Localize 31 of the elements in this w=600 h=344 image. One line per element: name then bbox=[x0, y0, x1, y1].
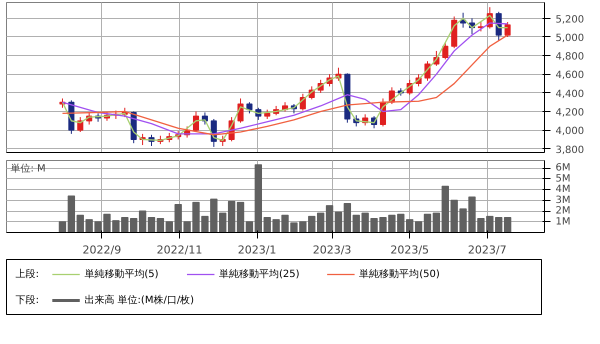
legend-title: 下段: bbox=[16, 294, 40, 306]
legend-label: 単純移動平均(25) bbox=[219, 268, 300, 280]
y-tick-label: 4,800 bbox=[556, 52, 584, 63]
legend-label: 単純移動平均(5) bbox=[84, 268, 159, 280]
y-tick-label: 2M bbox=[556, 206, 570, 217]
x-tick-label: 2023/7 bbox=[468, 244, 507, 256]
candlestick bbox=[264, 109, 270, 120]
x-tick-label: 2023/5 bbox=[390, 244, 430, 256]
y-tick-label: 4,200 bbox=[556, 108, 584, 119]
x-tick-label: 2023/1 bbox=[238, 244, 276, 256]
y-tick-label: 6M bbox=[556, 162, 570, 174]
legend-title: 上段: bbox=[16, 268, 40, 280]
y-tick-label: 4,400 bbox=[556, 88, 584, 100]
x-tick-label: 2022/11 bbox=[156, 244, 202, 256]
y-tick-label: 1M bbox=[556, 216, 570, 228]
legend-label: 出来高 単位:(M株/口/枚) bbox=[84, 294, 194, 306]
candlestick bbox=[442, 42, 448, 60]
y-tick-label: 4M bbox=[556, 184, 570, 196]
y-tick-label: 5,200 bbox=[556, 14, 584, 26]
y-tick-label: 3,800 bbox=[556, 144, 584, 156]
candlestick bbox=[504, 22, 511, 38]
y-tick-label: 3M bbox=[556, 194, 570, 206]
x-tick-label: 2022/9 bbox=[82, 244, 122, 256]
legend-label: 単純移動平均(50) bbox=[359, 268, 440, 280]
annotation: 単位: M bbox=[10, 162, 46, 174]
y-tick-label: 5M bbox=[556, 173, 570, 184]
y-tick-label: 5,000 bbox=[556, 32, 584, 44]
x-tick-label: 2023/3 bbox=[312, 244, 352, 256]
candlestick bbox=[246, 102, 252, 114]
y-tick-label: 4,000 bbox=[556, 126, 584, 138]
y-tick-label: 4,600 bbox=[556, 70, 584, 82]
